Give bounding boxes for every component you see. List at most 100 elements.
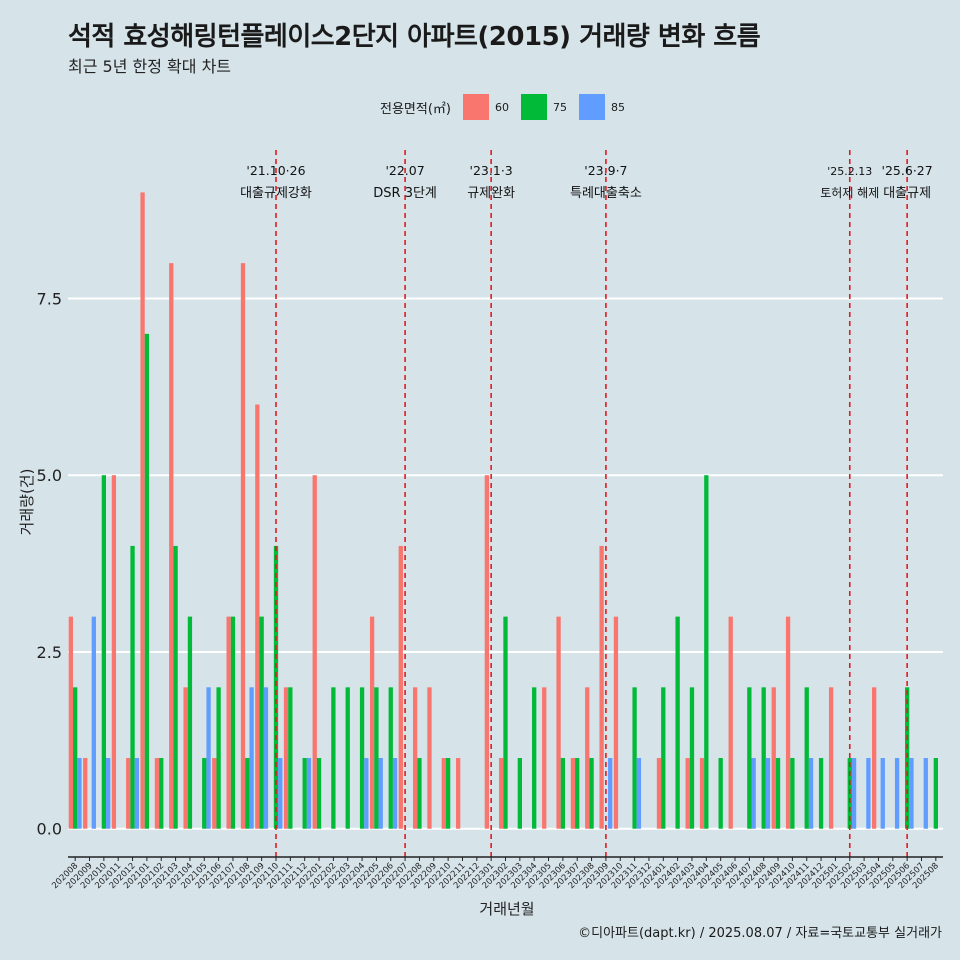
legend-swatch-75: [520, 94, 547, 120]
bar-60-202310: [613, 616, 619, 829]
bar-75-202408: [761, 687, 766, 829]
y-tick-label: 5.0: [37, 466, 62, 485]
bar-75-202405: [718, 758, 723, 829]
bar-85-202504: [880, 758, 885, 829]
bar-75-202109: [259, 616, 264, 829]
event-label-202506: 대출규제: [883, 186, 931, 201]
bar-85-202012: [134, 758, 140, 829]
bar-75-202010: [101, 475, 107, 829]
bar-60-202103: [169, 263, 174, 829]
bar-75-202112: [302, 758, 307, 829]
bar-75-202404: [704, 475, 709, 829]
y-tick-label: 0.0: [37, 820, 62, 839]
legend-item-85: 85: [575, 94, 625, 120]
bar-85-202110: [278, 758, 283, 829]
bar-60-202403: [685, 758, 690, 829]
bar-85-202204: [364, 758, 369, 829]
bar-75-202311: [632, 687, 637, 829]
bar-85-202105: [206, 687, 211, 829]
bar-75-202105: [202, 758, 207, 829]
bar-60-202208: [412, 687, 418, 829]
bar-60-202205: [369, 616, 375, 829]
bar-75-202103: [173, 545, 178, 829]
bar-60-202011: [111, 475, 117, 829]
bar-85-202008: [77, 758, 82, 829]
event-label-202502: 토허제 해제: [820, 186, 879, 200]
bar-75-202307: [575, 758, 580, 829]
bar-60-202108: [240, 263, 246, 829]
bar-75-202411: [804, 687, 809, 829]
caption: ©디아파트(dapt.kr) / 2025.08.07 / 자료=국토교통부 실…: [578, 926, 942, 941]
bar-75-202210: [445, 758, 451, 829]
bar-85-202108: [249, 687, 254, 829]
bar-60-202012: [126, 758, 131, 829]
bar-60-202309: [599, 545, 604, 829]
event-label-202309: 특례대출축소: [570, 186, 642, 201]
bar-75-202506: [904, 687, 910, 829]
bar-60-202207: [398, 545, 403, 829]
bar-85-202505: [894, 758, 900, 829]
event-date-202301: '23.1·3: [470, 163, 513, 178]
legend-label-85: 85: [610, 100, 625, 114]
bar-60-202301: [484, 475, 490, 829]
event-label-202207: DSR 3단계: [373, 186, 437, 201]
bar-75-202402: [675, 616, 680, 829]
bar-85-202205: [378, 758, 383, 829]
bar-75-202107: [230, 616, 236, 829]
bar-85-202506: [909, 758, 914, 829]
bar-85-202407: [751, 758, 756, 829]
bar-75-202304: [532, 687, 537, 829]
bar-75-202407: [747, 687, 752, 829]
bar-60-202210: [441, 758, 446, 829]
event-date-202110: '21.10·26: [246, 163, 305, 178]
bar-60-202209: [427, 687, 432, 829]
bar-60-202109: [255, 404, 260, 829]
bars: [68, 192, 938, 829]
legend-item-60: 60: [459, 94, 509, 120]
bar-75-202306: [560, 758, 566, 829]
bar-60-202201: [312, 475, 317, 829]
bar-75-202101: [144, 333, 150, 829]
bar-85-202507: [923, 758, 928, 829]
bar-75-202110: [273, 545, 279, 829]
bar-75-202206: [388, 687, 393, 829]
bar-60-202305: [542, 687, 547, 829]
bar-60-202501: [828, 687, 834, 829]
bar-60-202409: [771, 687, 776, 829]
legend-title: 전용면적(㎡): [380, 101, 451, 117]
bar-75-202204: [359, 687, 365, 829]
bar-85-202309: [608, 758, 613, 829]
bar-60-202307: [570, 758, 576, 829]
bar-85-202109: [263, 687, 269, 829]
bar-75-202412: [818, 758, 824, 829]
x-axis: 2020082020092020102020112020122021012021…: [50, 856, 943, 891]
bar-60-202401: [656, 758, 662, 829]
y-tick-label: 7.5: [37, 289, 62, 308]
bar-75-202111: [288, 687, 293, 829]
bar-60-202104: [183, 687, 188, 829]
legend-label-75: 75: [552, 100, 567, 114]
bar-60-202106: [212, 758, 217, 829]
bar-75-202403: [689, 687, 695, 829]
bar-85-202503: [866, 758, 871, 829]
bar-60-202102: [154, 758, 160, 829]
bar-75-202012: [130, 545, 135, 829]
bar-75-202308: [589, 758, 594, 829]
bar-75-202410: [790, 758, 795, 829]
bar-75-202409: [775, 758, 781, 829]
bar-75-202201: [316, 758, 322, 829]
bar-60-202101: [140, 192, 145, 829]
event-date-202502: '25.2.13: [827, 165, 872, 178]
bar-60-202008: [68, 616, 74, 829]
y-axis-title: 거래량(건): [18, 469, 36, 536]
bar-75-202104: [187, 616, 193, 829]
bar-85-202206: [392, 758, 398, 829]
bar-75-202303: [517, 758, 522, 829]
bar-85-202009: [91, 616, 96, 829]
x-axis-title: 거래년월: [479, 900, 534, 918]
bar-75-202401: [661, 687, 666, 829]
bar-60-202211: [456, 758, 461, 829]
y-tick-label: 2.5: [37, 643, 62, 662]
bar-60-202306: [556, 616, 561, 829]
y-axis: 0.0 2.5 5.0 7.5: [37, 289, 62, 838]
